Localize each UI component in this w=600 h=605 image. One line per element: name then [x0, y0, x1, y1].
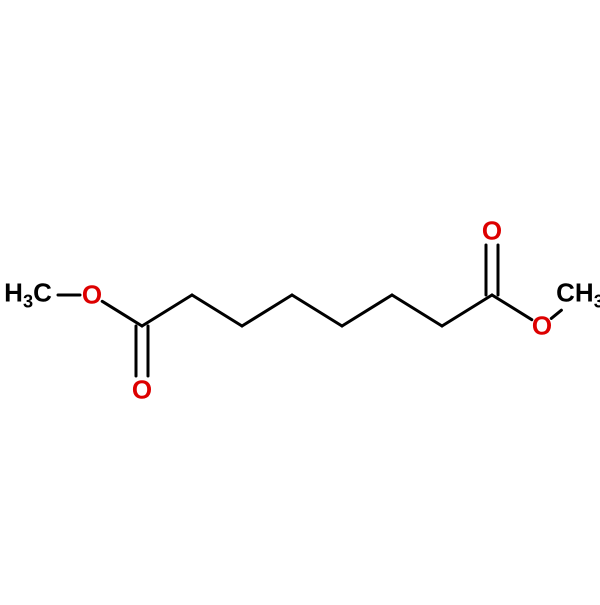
atom-label: H3C	[4, 277, 52, 312]
atom-label: O	[532, 311, 552, 342]
atom-label: O	[482, 216, 502, 247]
atom-label: CH3	[556, 277, 600, 312]
atom-label: O	[132, 375, 152, 406]
chemical-structure-diagram: H3COOOOCH3	[0, 0, 600, 600]
atom-label: O	[82, 280, 102, 311]
